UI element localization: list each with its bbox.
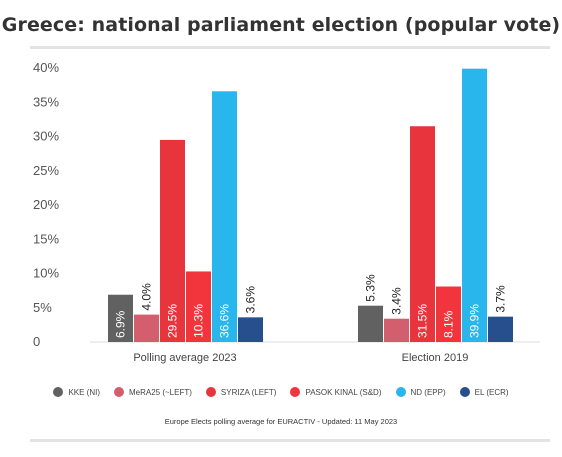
source-note: Europe Elects polling average for EURACT… (164, 417, 398, 426)
bar-value-label: 10.3% (192, 304, 206, 338)
legend-item: EL (ECR) (459, 387, 509, 397)
bar (186, 271, 211, 342)
legend-swatch (395, 387, 406, 397)
legend-label: ND (EPP) (410, 387, 446, 397)
bar-value-label: 36.6% (218, 304, 232, 338)
legend-item: MeRA25 (~LEFT) (114, 387, 192, 397)
legend-item: ND (EPP) (395, 387, 446, 397)
y-tick-label: 5% (33, 300, 52, 315)
y-tick-label: 20% (33, 197, 59, 212)
bottom-divider (30, 439, 550, 442)
bar (384, 318, 409, 342)
title-divider (30, 46, 550, 49)
bar (410, 126, 435, 342)
bar-value-label: 31.5% (416, 304, 430, 338)
bar-value-label: 3.6% (244, 286, 258, 314)
y-tick-label: 15% (33, 231, 59, 246)
legend-label: PASOK KINAL (S&D) (305, 387, 382, 397)
bar-value-label: 5.3% (364, 274, 378, 302)
bar-value-label: 39.9% (468, 304, 482, 338)
y-tick-label: 0 (33, 334, 40, 349)
bar-value-label: 29.5% (166, 304, 180, 338)
legend-item: SYRIZA (LEFT) (205, 387, 277, 397)
legend-label: SYRIZA (LEFT) (220, 387, 277, 397)
legend-swatch (459, 387, 470, 397)
legend-label: MeRA25 (~LEFT) (129, 387, 192, 397)
bar-value-label: 6.9% (114, 310, 128, 338)
bar (462, 68, 487, 342)
x-category-label: Polling average 2023 (133, 352, 236, 364)
legend-label: KKE (NI) (68, 387, 100, 397)
legend-swatch (290, 387, 301, 397)
x-category-label: Election 2019 (402, 352, 469, 364)
bar-value-label: 3.4% (390, 287, 404, 315)
y-tick-label: 25% (33, 163, 59, 178)
legend-item: KKE (NI) (53, 387, 100, 397)
bar (436, 286, 461, 342)
legend-label: EL (ECR) (474, 387, 509, 397)
chart-title: Greece: national parliament election (po… (1, 14, 561, 36)
bar-chart: 0 5% 10% 15% 20% 25% 30% 35% 40% 6.9% 4.0% 29.5% 10.… (33, 60, 540, 364)
legend: KKE (NI) MeRA25 (~LEFT) SYRIZA (LEFT) PASOK… (0, 387, 562, 397)
bar (160, 139, 185, 342)
legend-swatch (114, 387, 124, 397)
bar-value-label: 8.1% (442, 310, 456, 338)
bar (358, 305, 383, 342)
bar-value-label: 3.7% (494, 285, 508, 313)
bar (134, 314, 159, 342)
y-tick-label: 35% (33, 94, 59, 109)
bar (108, 294, 133, 342)
y-tick-label: 30% (33, 129, 59, 144)
legend-swatch (205, 387, 216, 397)
bar (212, 91, 237, 342)
bar (238, 317, 263, 342)
legend-swatch (53, 387, 64, 397)
bar (488, 316, 513, 342)
bar-value-label: 4.0% (140, 283, 154, 311)
y-tick-label: 10% (33, 266, 59, 281)
legend-item: PASOK KINAL (S&D) (290, 387, 382, 397)
y-tick-label: 40% (33, 60, 59, 75)
